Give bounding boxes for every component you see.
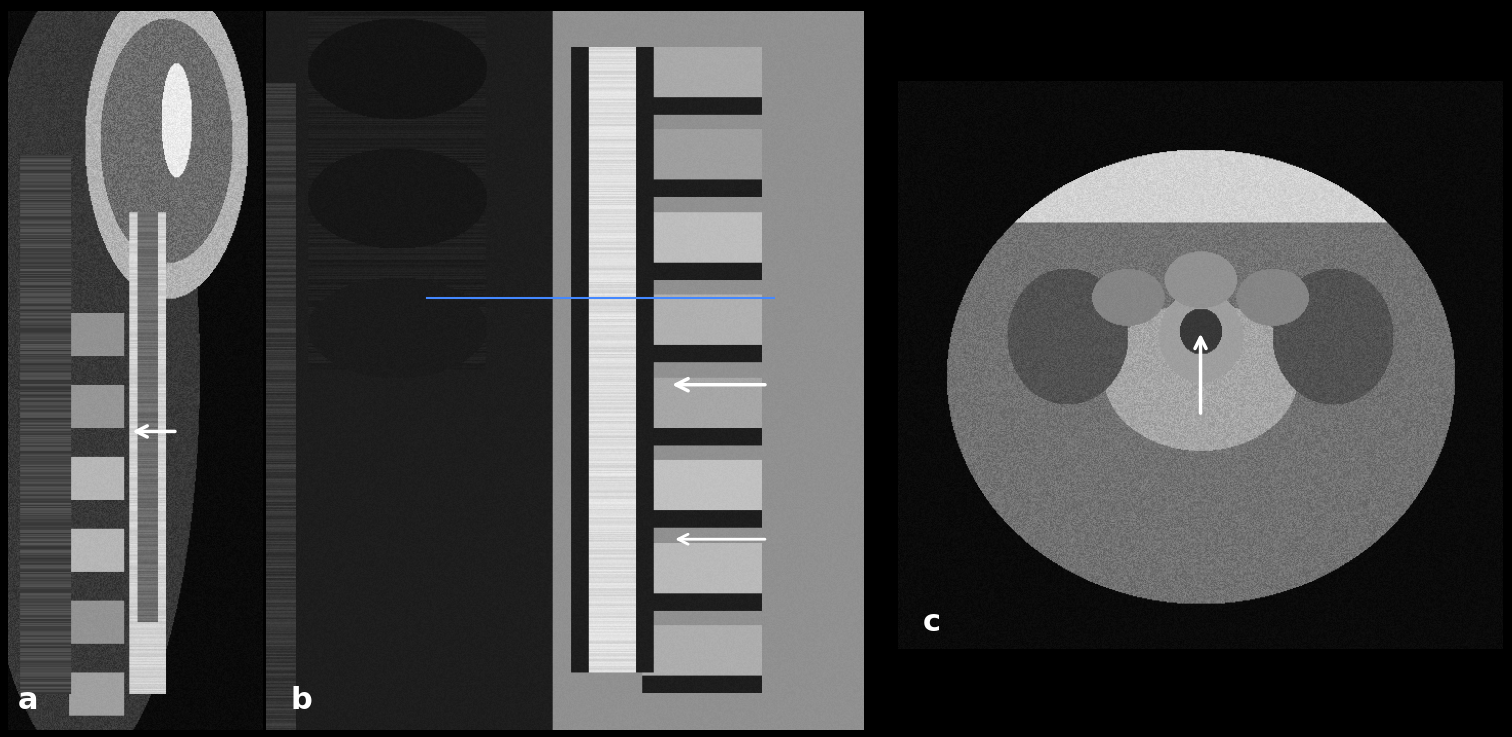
Text: a: a [18,686,38,715]
Text: c: c [922,608,940,638]
Text: b: b [290,686,311,715]
